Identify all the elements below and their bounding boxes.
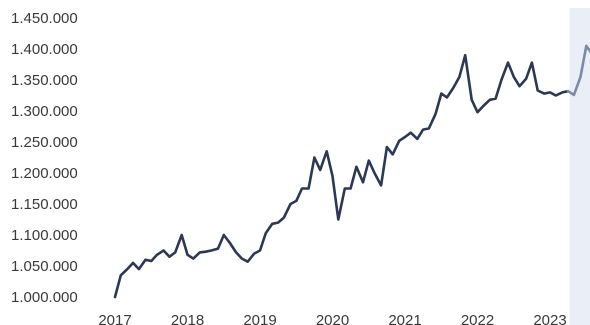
- y-tick-label: 1.200.000: [11, 165, 78, 182]
- y-tick-label: 1.000.000: [11, 289, 78, 306]
- series-line-historical: [113, 53, 570, 299]
- series-lines: [113, 44, 590, 299]
- series-line-forecast: [566, 44, 590, 97]
- x-axis-tick-labels: 2017 2018 2019 2020 2021 2022 2023: [98, 312, 566, 325]
- x-tick-label: 2022: [461, 312, 494, 325]
- x-tick-label: 2017: [98, 312, 131, 325]
- x-tick-label: 2023: [533, 312, 566, 325]
- x-tick-label: 2018: [171, 312, 204, 325]
- y-tick-label: 1.100.000: [11, 227, 78, 244]
- y-tick-label: 1.150.000: [11, 196, 78, 213]
- y-tick-label: 1.300.000: [11, 103, 78, 120]
- x-tick-label: 2021: [388, 312, 421, 325]
- y-axis-tick-labels: 1.000.000 1.050.000 1.100.000 1.150.000 1.20…: [11, 10, 78, 306]
- forecast-shade-area: [569, 8, 590, 325]
- y-tick-label: 1.050.000: [11, 258, 78, 275]
- x-tick-label: 2020: [316, 312, 349, 325]
- y-tick-label: 1.350.000: [11, 72, 78, 89]
- y-tick-label: 1.400.000: [11, 41, 78, 58]
- y-tick-label: 1.450.000: [11, 10, 78, 27]
- forecast-shade: [569, 8, 590, 325]
- x-tick-label: 2019: [243, 312, 276, 325]
- y-tick-label: 1.250.000: [11, 134, 78, 151]
